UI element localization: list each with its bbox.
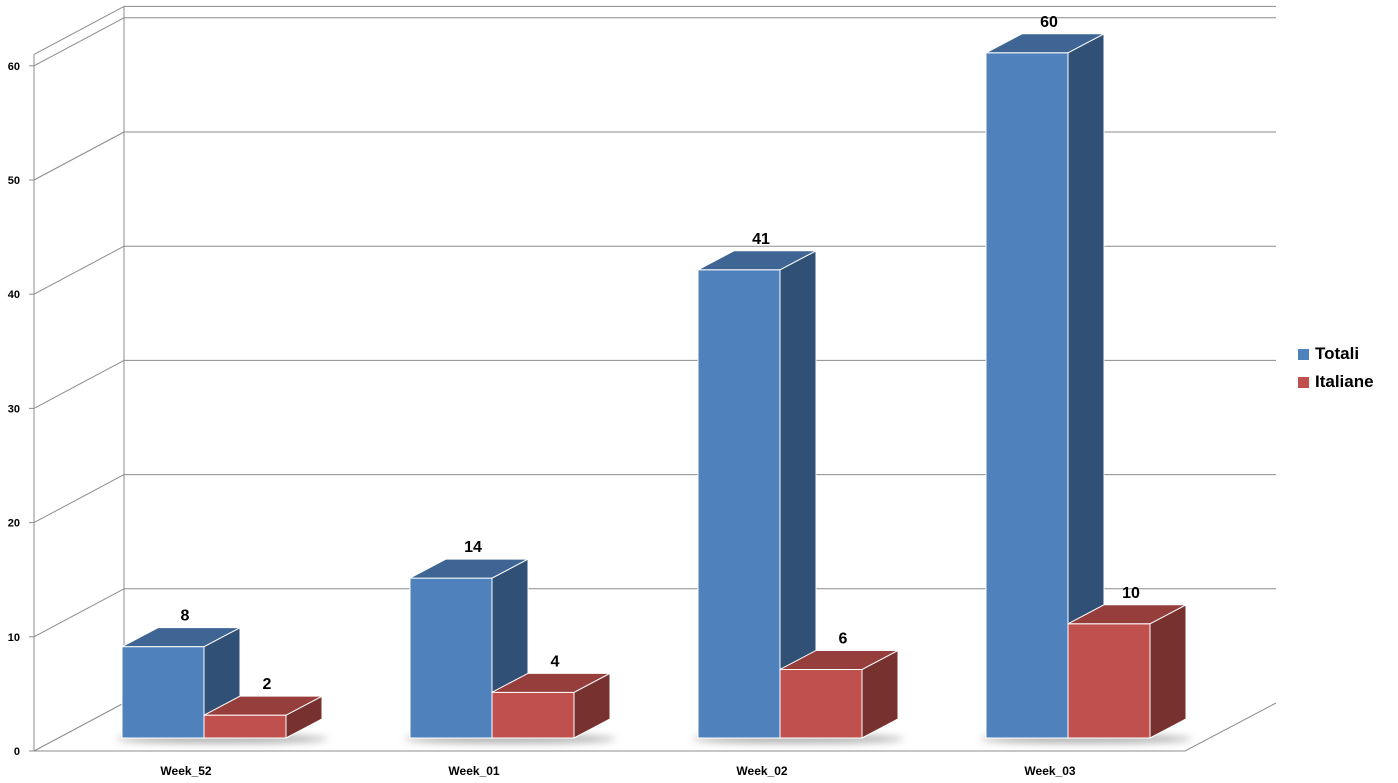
side-gridline-50 <box>33 131 125 181</box>
bar-front <box>203 714 287 739</box>
legend-item-totali: Totali <box>1298 340 1374 368</box>
bar-front <box>1067 623 1151 739</box>
y-tick-label-10: 10 <box>8 632 20 644</box>
legend: Totali Italiane <box>1298 340 1374 396</box>
bar-top <box>409 558 529 579</box>
bar-front <box>779 668 863 739</box>
data-labels: 8 2 14 4 41 6 60 10 <box>181 14 1140 693</box>
x-tick-label-Week_01: Week_01 <box>448 764 499 778</box>
data-label-totali-Week_01: 14 <box>464 539 482 556</box>
legend-item-italiane: Italiane <box>1298 368 1374 396</box>
data-label-italiane-Week_01: 4 <box>551 653 560 670</box>
legend-swatch-italiane <box>1298 376 1309 388</box>
bar-front <box>121 646 205 739</box>
side-gridline-30 <box>33 359 125 409</box>
bar-front <box>409 577 493 739</box>
side-gridline-10 <box>33 588 125 638</box>
bar-italiane-Week_02 <box>779 649 899 739</box>
y-axis: 0 10 20 30 40 50 60 <box>8 61 34 758</box>
x-tick-label-Week_03: Week_03 <box>1024 764 1075 778</box>
y-tick-label-60: 60 <box>8 61 20 73</box>
data-label-italiane-Week_52: 2 <box>263 676 272 693</box>
data-label-totali-Week_03: 60 <box>1040 14 1058 31</box>
x-axis: Week_52 Week_01 Week_02 Week_03 <box>160 764 1075 778</box>
y-tick-label-40: 40 <box>8 289 20 301</box>
bars <box>121 32 1187 739</box>
wall-top-side <box>33 5 125 55</box>
bar-top <box>697 250 817 271</box>
side-gridline-20 <box>33 474 125 524</box>
data-label-totali-Week_52: 8 <box>181 608 190 625</box>
bar-top <box>985 33 1105 54</box>
bar-top <box>491 672 611 693</box>
chart-walls <box>33 5 1277 752</box>
bar-top <box>203 695 323 716</box>
data-label-italiane-Week_03: 10 <box>1122 585 1140 602</box>
data-label-italiane-Week_02: 6 <box>839 630 848 647</box>
floor-edge <box>34 702 1277 752</box>
y-tick-label-0: 0 <box>14 746 20 758</box>
y-tick-label-50: 50 <box>8 175 20 187</box>
bar-top <box>121 627 241 648</box>
side-gridline-40 <box>33 245 125 295</box>
bar-italiane-Week_01 <box>491 672 611 739</box>
bar-front <box>491 691 575 739</box>
bar-italiane-Week_52 <box>203 695 323 739</box>
bar-totali-Week_02 <box>697 249 817 739</box>
bar-italiane-Week_03 <box>1067 603 1187 739</box>
legend-swatch-totali <box>1298 348 1309 360</box>
legend-label-totali: Totali <box>1315 344 1360 363</box>
y-tick-label-30: 30 <box>8 403 20 415</box>
x-tick-label-Week_02: Week_02 <box>736 764 787 778</box>
legend-label-italiane: Italiane <box>1315 372 1374 391</box>
side-gridline-60 <box>33 17 125 67</box>
data-label-totali-Week_02: 41 <box>752 231 770 248</box>
y-tick-label-20: 20 <box>8 518 20 530</box>
bar-top <box>1067 604 1187 625</box>
bar-front <box>985 52 1069 739</box>
bar-front <box>697 269 781 739</box>
x-tick-label-Week_52: Week_52 <box>160 764 211 778</box>
side-gridline-0 <box>33 702 125 752</box>
bar-top <box>779 649 899 670</box>
bar-side <box>1149 603 1187 739</box>
bar-totali-Week_03 <box>985 32 1105 739</box>
